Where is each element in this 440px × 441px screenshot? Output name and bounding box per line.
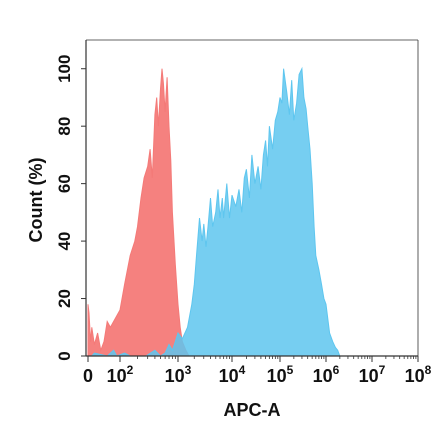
x-tick-label: 102	[107, 363, 134, 386]
y-tick-label: 20	[55, 289, 74, 308]
y-tick-label: 40	[55, 232, 74, 251]
plot-area	[87, 66, 354, 357]
x-tick-label: 107	[359, 363, 386, 386]
y-tick-label: 0	[55, 351, 74, 360]
x-tick-label: 0	[83, 366, 93, 386]
axes	[85, 39, 419, 359]
x-axis-title: APC-A	[224, 400, 281, 420]
x-tick-label: 103	[165, 363, 192, 386]
x-tick-labels: 0 102 103 104 105 106 107 108	[83, 356, 432, 386]
x-tick-label: 108	[405, 363, 432, 386]
x-tick-label: 104	[219, 363, 246, 386]
y-tick-label: 80	[55, 117, 74, 136]
y-tick-label: 100	[55, 55, 74, 83]
y-tick-label: 60	[55, 174, 74, 193]
histogram-series-2	[90, 66, 354, 357]
x-tick-label: 106	[313, 363, 340, 386]
y-tick-labels: 0 20 40 60 80 100	[55, 55, 86, 361]
histogram-series-1	[87, 68, 190, 357]
y-axis-title: Count (%)	[26, 158, 46, 243]
x-tick-label: 105	[267, 363, 294, 386]
